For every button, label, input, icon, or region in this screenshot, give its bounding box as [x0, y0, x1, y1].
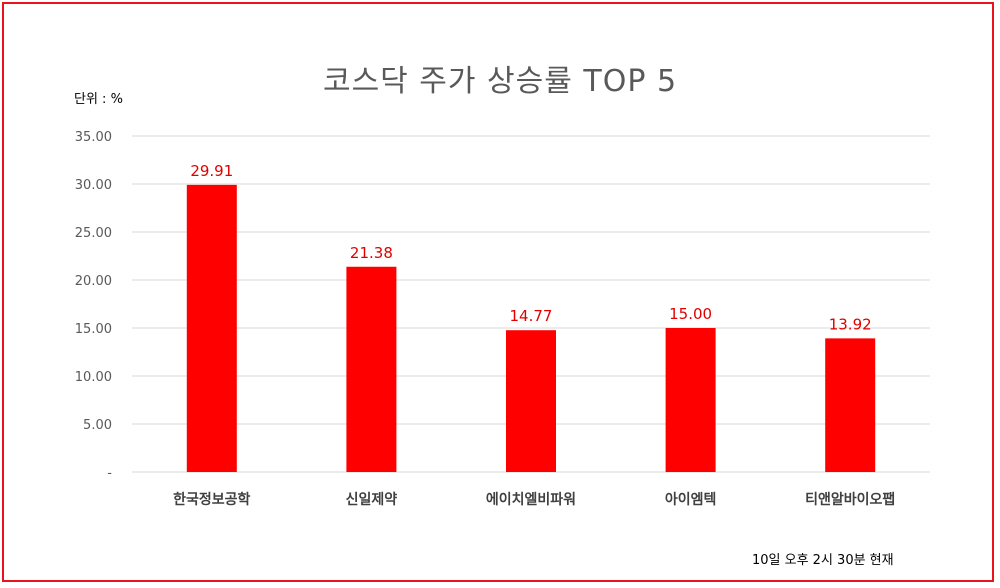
bar [665, 328, 716, 472]
y-tick-label: 20.00 [75, 274, 112, 289]
data-label: 15.00 [669, 305, 712, 323]
x-tick-label: 에이치엘비파워 [486, 491, 576, 508]
x-tick-label: 아이엠텍 [665, 491, 717, 508]
bar [825, 338, 876, 472]
x-tick-label: 한국정보공학 [173, 491, 250, 508]
x-tick-label: 티앤알바이오팹 [805, 491, 895, 508]
y-tick-label: 35.00 [75, 130, 112, 145]
data-label: 13.92 [829, 315, 872, 333]
data-label: 29.91 [190, 162, 233, 180]
y-tick-label: 10.00 [75, 370, 112, 385]
y-tick-label: - [107, 466, 112, 481]
y-tick-label: 30.00 [75, 178, 112, 193]
chart-frame [2, 2, 994, 582]
bar [346, 266, 397, 472]
timestamp-note: 10일 오후 2시 30분 현재 [752, 553, 894, 568]
chart-title: 코스닥 주가 상승률 TOP 5 [322, 64, 678, 99]
data-label: 21.38 [350, 244, 393, 262]
x-tick-label: 신일제약 [346, 491, 398, 508]
bar [506, 330, 556, 472]
y-tick-label: 5.00 [83, 418, 112, 433]
bar [186, 184, 237, 472]
y-tick-label: 25.00 [75, 226, 112, 241]
y-tick-label: 15.00 [75, 322, 112, 337]
unit-label: 단위 : % [74, 92, 123, 107]
data-label: 14.77 [510, 307, 553, 325]
